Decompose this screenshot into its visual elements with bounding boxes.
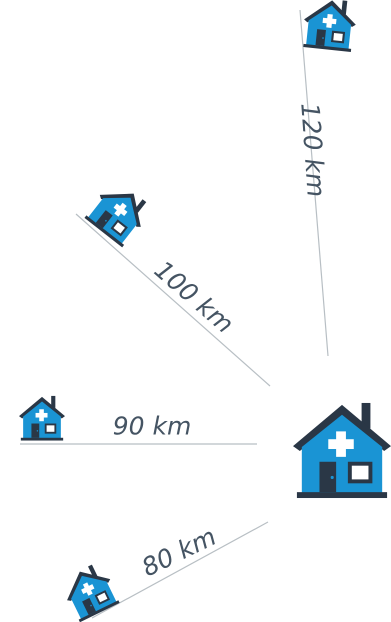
route-line-100 <box>75 213 271 387</box>
distance-label-100: 100 km <box>149 255 239 339</box>
distance-label-80: 80 km <box>137 522 220 583</box>
hub-hospital-icon <box>293 402 391 499</box>
hospital-house-icon <box>19 395 65 441</box>
hospital-house-icon <box>57 560 122 622</box>
distance-label-90: 90 km <box>113 412 192 441</box>
route-line-120 <box>299 9 329 357</box>
route-line-80 <box>91 521 269 619</box>
distance-label-120: 120 km <box>295 102 331 198</box>
hospital-house-icon <box>82 176 155 249</box>
hospital-house-icon <box>301 0 359 53</box>
